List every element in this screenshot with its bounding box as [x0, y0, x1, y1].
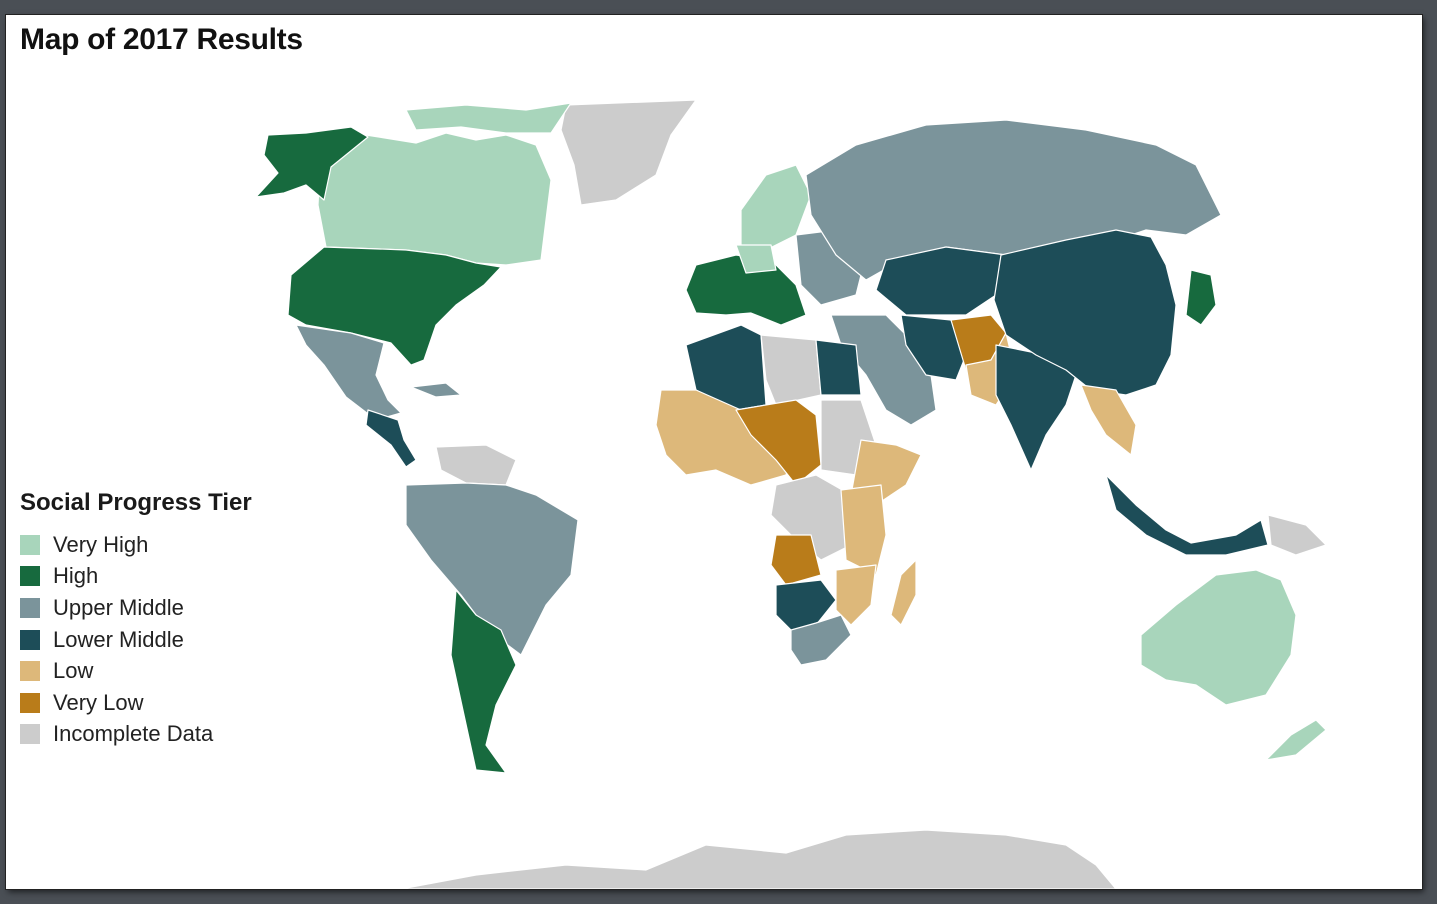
region-alaska[interactable]: [255, 126, 369, 201]
region-australia[interactable]: [1140, 569, 1297, 706]
region-russia[interactable]: [805, 119, 1222, 281]
legend-label: Lower Middle: [53, 626, 184, 652]
legend-label: Very Low: [53, 689, 144, 715]
region-canada[interactable]: [317, 132, 552, 266]
legend-item-upper-middle[interactable]: Upper Middle: [20, 592, 252, 624]
region-canada-islands[interactable]: [405, 102, 572, 134]
region-central-europe[interactable]: [735, 244, 777, 274]
region-venezuela[interactable]: [435, 444, 517, 486]
region-east-africa[interactable]: [840, 484, 887, 576]
legend: Social Progress Tier Very High High Uppe…: [20, 489, 252, 750]
region-egypt[interactable]: [815, 339, 862, 396]
legend-label: Upper Middle: [53, 594, 184, 620]
region-brazil[interactable]: [405, 482, 579, 656]
region-angola[interactable]: [770, 534, 822, 586]
incomplete-data-swatch-icon: [20, 724, 40, 745]
region-indonesia[interactable]: [1105, 474, 1269, 556]
region-japan[interactable]: [1185, 269, 1217, 326]
page-title: Map of 2017 Results: [20, 23, 303, 56]
legend-item-lower-middle[interactable]: Lower Middle: [20, 624, 252, 656]
very-low-swatch-icon: [20, 692, 40, 713]
upper-middle-swatch-icon: [20, 597, 40, 618]
legend-title: Social Progress Tier: [20, 489, 252, 516]
region-argentina-chile[interactable]: [450, 589, 517, 774]
region-greenland[interactable]: [560, 99, 697, 206]
region-madagascar[interactable]: [890, 559, 917, 626]
region-libya[interactable]: [760, 334, 822, 406]
map-panel: Map of 2017 Results: [6, 15, 1422, 889]
legend-label: High: [53, 563, 99, 589]
legend-label: Low: [53, 658, 94, 684]
region-caribbean[interactable]: [410, 382, 462, 398]
region-mozambique[interactable]: [835, 564, 877, 626]
legend-label: Very High: [53, 531, 149, 557]
region-central-asia[interactable]: [875, 246, 1007, 316]
very-high-swatch-icon: [20, 534, 40, 555]
region-central-africa[interactable]: [770, 474, 852, 561]
legend-item-incomplete-data[interactable]: Incomplete Data: [20, 719, 252, 751]
legend-item-very-high[interactable]: Very High: [20, 529, 252, 561]
lower-middle-swatch-icon: [20, 629, 40, 650]
region-south-africa[interactable]: [790, 614, 852, 666]
legend-item-high[interactable]: High: [20, 561, 252, 593]
region-sahel-very-low[interactable]: [735, 399, 822, 486]
legend-item-low[interactable]: Low: [20, 655, 252, 687]
world-map: [255, 99, 1327, 889]
region-mexico[interactable]: [295, 324, 402, 421]
legend-label: Incomplete Data: [53, 721, 214, 747]
low-swatch-icon: [20, 661, 40, 682]
region-southeast-asia[interactable]: [1080, 384, 1137, 456]
region-central-america[interactable]: [365, 409, 417, 468]
region-antarctica[interactable]: [400, 829, 1117, 889]
region-new-zealand[interactable]: [1265, 719, 1327, 761]
high-swatch-icon: [20, 566, 40, 587]
region-usa[interactable]: [287, 246, 502, 366]
region-china[interactable]: [993, 229, 1177, 396]
region-papua[interactable]: [1267, 514, 1327, 556]
legend-item-very-low[interactable]: Very Low: [20, 687, 252, 719]
